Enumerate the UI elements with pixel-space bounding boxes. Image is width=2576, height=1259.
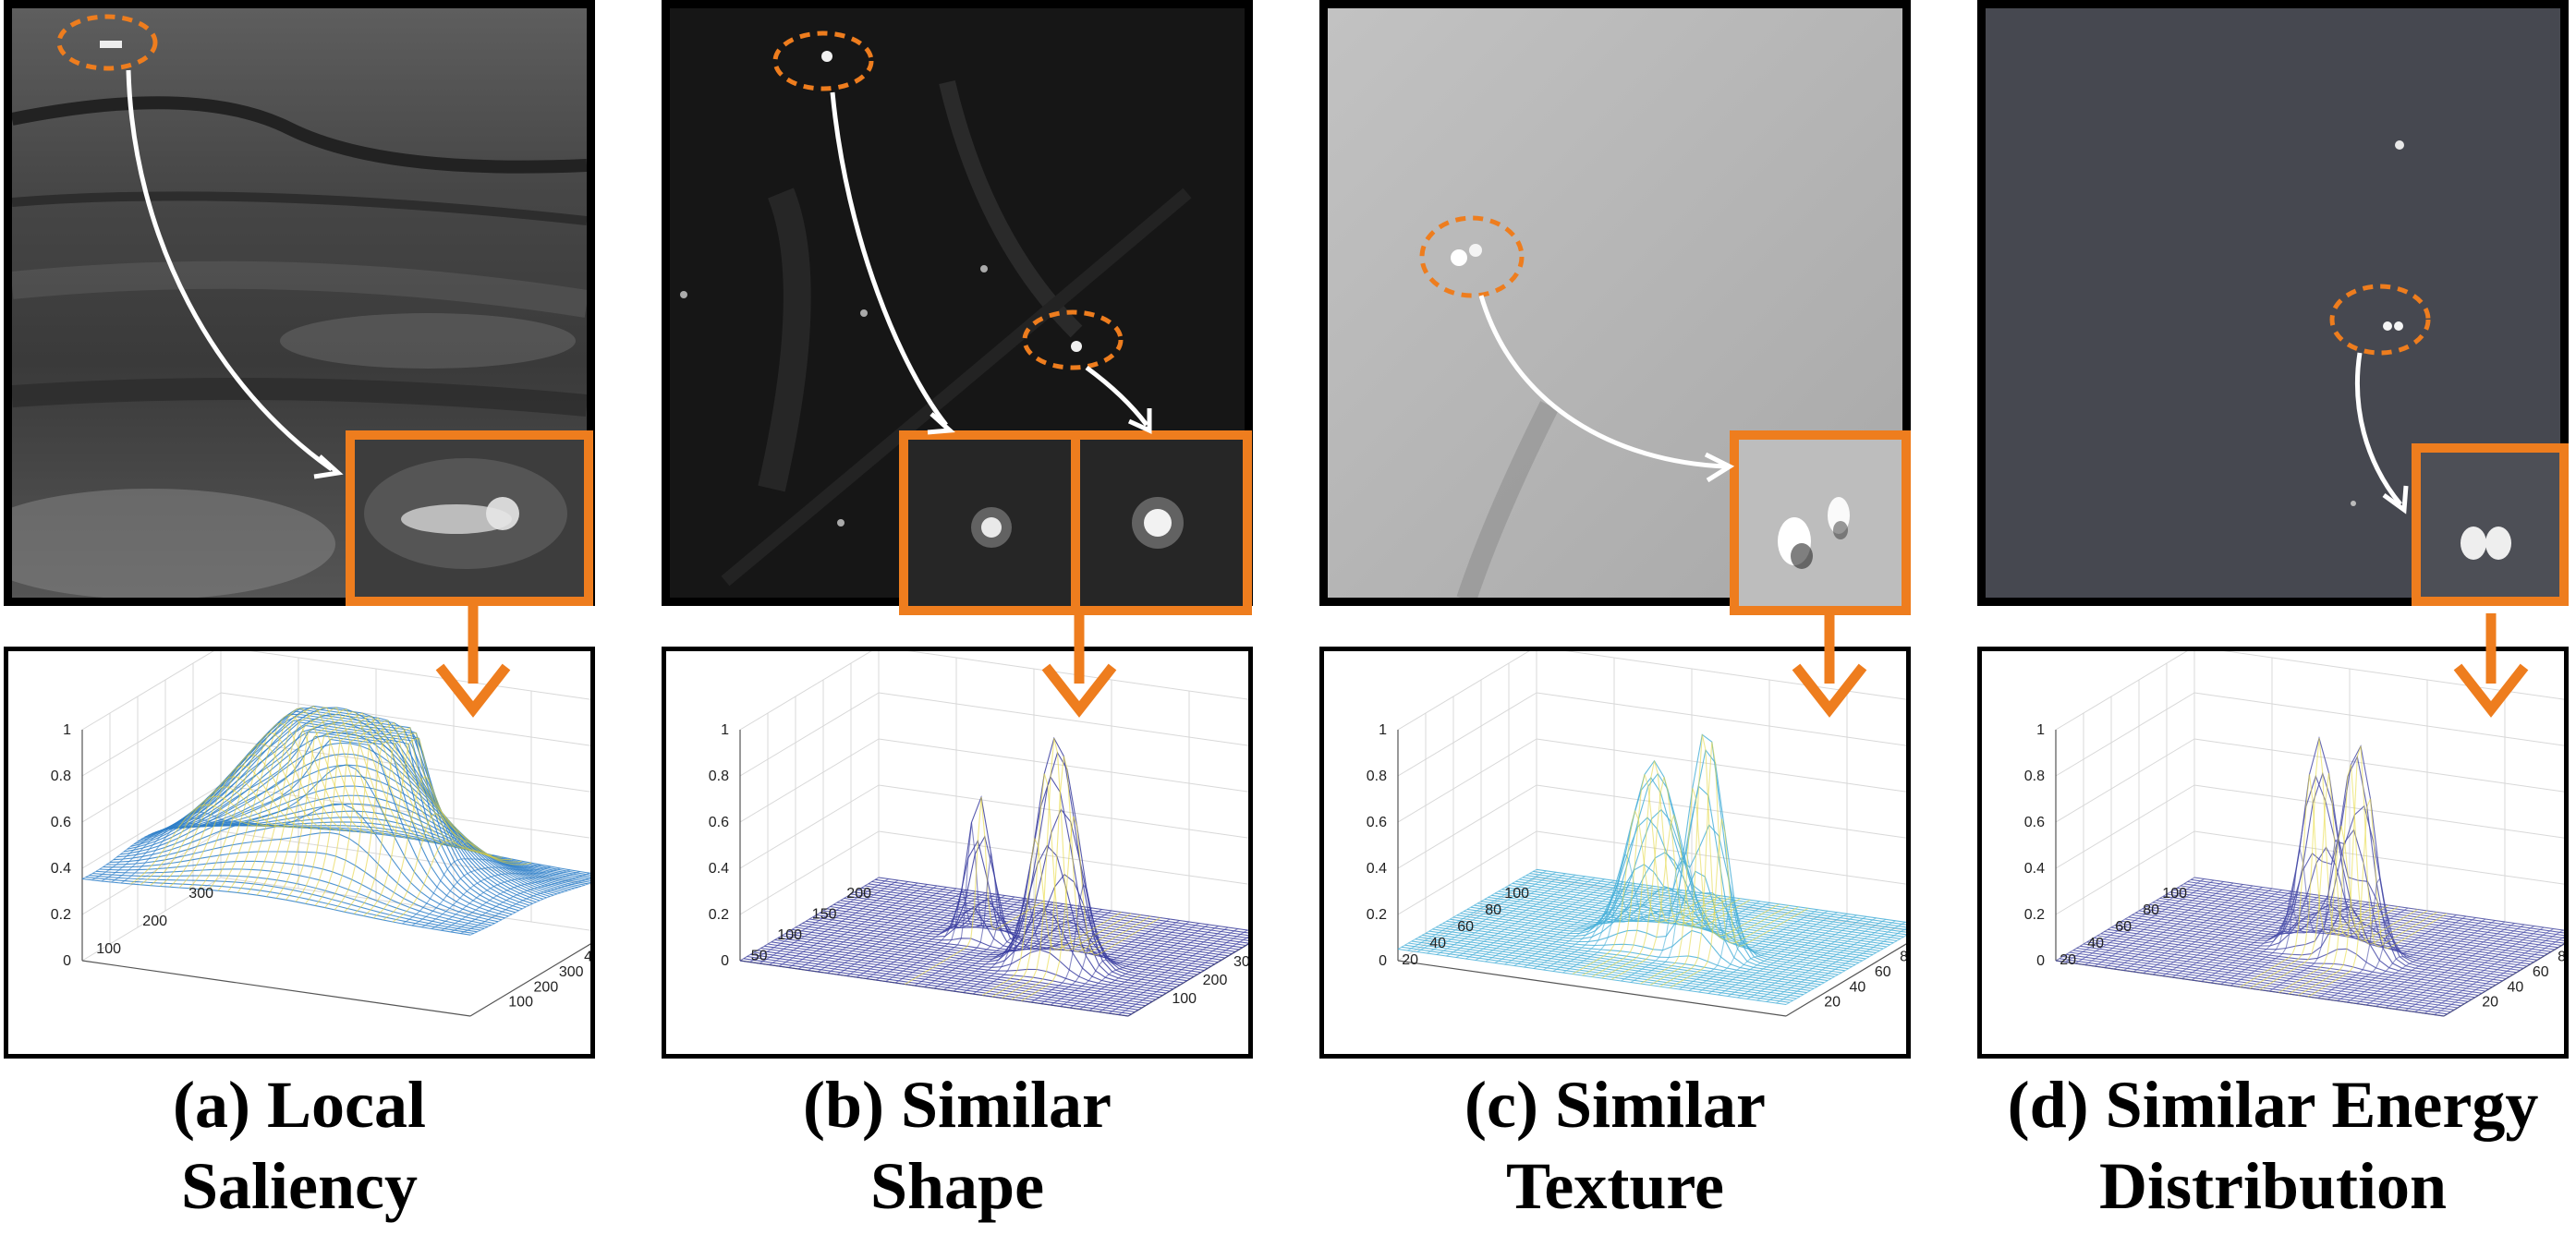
y-tick-label: 100 — [777, 927, 802, 943]
y-tick-label: 100 — [1504, 886, 1529, 902]
x-tick-label: 200 — [534, 979, 559, 995]
y-tick-label: 80 — [2143, 902, 2159, 918]
x-tick-label: 60 — [1875, 964, 1891, 980]
z-tick-label: 0.2 — [2024, 907, 2045, 923]
z-tick-label: 0.8 — [2024, 769, 2045, 784]
surface-plot-d: 00.20.40.60.811008060402020406080100 — [1977, 647, 2569, 1059]
z-tick-label: 0.4 — [1367, 861, 1387, 877]
x-tick-label: 80 — [1900, 950, 1906, 965]
z-tick-label: 1 — [721, 722, 729, 738]
zoom-box-a — [346, 430, 593, 606]
x-tick-label: 40 — [2508, 979, 2524, 995]
y-tick-label: 200 — [142, 914, 167, 929]
y-tick-label: 150 — [812, 907, 837, 923]
x-tick-label: 200 — [1203, 973, 1228, 988]
z-tick-label: 1 — [63, 722, 71, 738]
z-tick-label: 0.4 — [51, 861, 71, 877]
y-tick-label: 20 — [1402, 952, 1418, 968]
z-tick-label: 0 — [2036, 953, 2045, 969]
x-tick-label: 60 — [2533, 964, 2549, 980]
z-tick-label: 0.4 — [2024, 861, 2045, 877]
panel-similar-energy: 00.20.40.60.811008060402020406080100 (d)… — [1977, 0, 2569, 1259]
zoom-box-b-left — [899, 430, 1080, 615]
z-tick-label: 0 — [1379, 953, 1387, 969]
z-tick-label: 0.6 — [2024, 815, 2045, 830]
panel-local-saliency: 00.20.40.60.81300200100100200300400500 (… — [4, 0, 595, 1259]
x-tick-label: 80 — [2558, 950, 2564, 965]
x-tick-label: 40 — [1850, 979, 1866, 995]
panel-similar-texture: 00.20.40.60.811008060402020406080100 (c)… — [1319, 0, 1911, 1259]
zoom-box-d — [2412, 443, 2569, 606]
z-tick-label: 0.6 — [51, 815, 71, 830]
zoom-box-c — [1730, 430, 1911, 615]
z-tick-label: 0.8 — [1367, 769, 1387, 784]
z-tick-label: 0.4 — [709, 861, 729, 877]
y-tick-label: 50 — [751, 949, 768, 964]
z-tick-label: 0.6 — [1367, 815, 1387, 830]
y-tick-label: 300 — [188, 886, 213, 902]
y-tick-label: 60 — [1457, 919, 1474, 935]
z-tick-label: 1 — [2036, 722, 2045, 738]
z-tick-label: 0 — [721, 953, 729, 969]
z-tick-label: 0.8 — [709, 769, 729, 784]
y-tick-label: 20 — [2060, 952, 2076, 968]
caption-b: (b) Similar Shape — [803, 1068, 1112, 1223]
z-tick-label: 0.2 — [1367, 907, 1387, 923]
x-tick-label: 20 — [2482, 995, 2498, 1011]
x-tick-label: 20 — [1824, 995, 1841, 1011]
z-tick-label: 0.2 — [709, 907, 729, 923]
y-tick-label: 100 — [96, 941, 121, 957]
y-tick-label: 40 — [1429, 936, 1446, 951]
x-tick-label: 300 — [559, 964, 584, 980]
x-tick-label: 300 — [1233, 954, 1248, 970]
x-tick-label: 100 — [508, 995, 533, 1011]
caption-a: (a) Local Saliency — [173, 1068, 426, 1223]
y-tick-label: 60 — [2115, 919, 2132, 935]
caption-c: (c) Similar Texture — [1464, 1068, 1766, 1223]
z-tick-label: 1 — [1379, 722, 1387, 738]
x-tick-label: 100 — [1172, 991, 1197, 1007]
y-tick-label: 100 — [2162, 886, 2187, 902]
y-tick-label: 80 — [1485, 902, 1501, 918]
surface-plot-c: 00.20.40.60.811008060402020406080100 — [1319, 647, 1911, 1059]
y-tick-label: 200 — [846, 886, 871, 902]
x-tick-label: 400 — [584, 950, 590, 965]
z-tick-label: 0.2 — [51, 907, 71, 923]
surface-plot-a: 00.20.40.60.81300200100100200300400500 — [4, 647, 595, 1059]
panel-similar-shape: 00.20.40.60.8120015010050100200300400 (b… — [662, 0, 1253, 1259]
z-tick-label: 0 — [63, 953, 71, 969]
zoom-box-b-right — [1071, 430, 1252, 615]
caption-d: (d) Similar Energy Distribution — [2007, 1068, 2539, 1223]
z-tick-label: 0.8 — [51, 769, 71, 784]
y-tick-label: 40 — [2087, 936, 2104, 951]
surface-plot-b: 00.20.40.60.8120015010050100200300400 — [662, 647, 1253, 1059]
z-tick-label: 0.6 — [709, 815, 729, 830]
